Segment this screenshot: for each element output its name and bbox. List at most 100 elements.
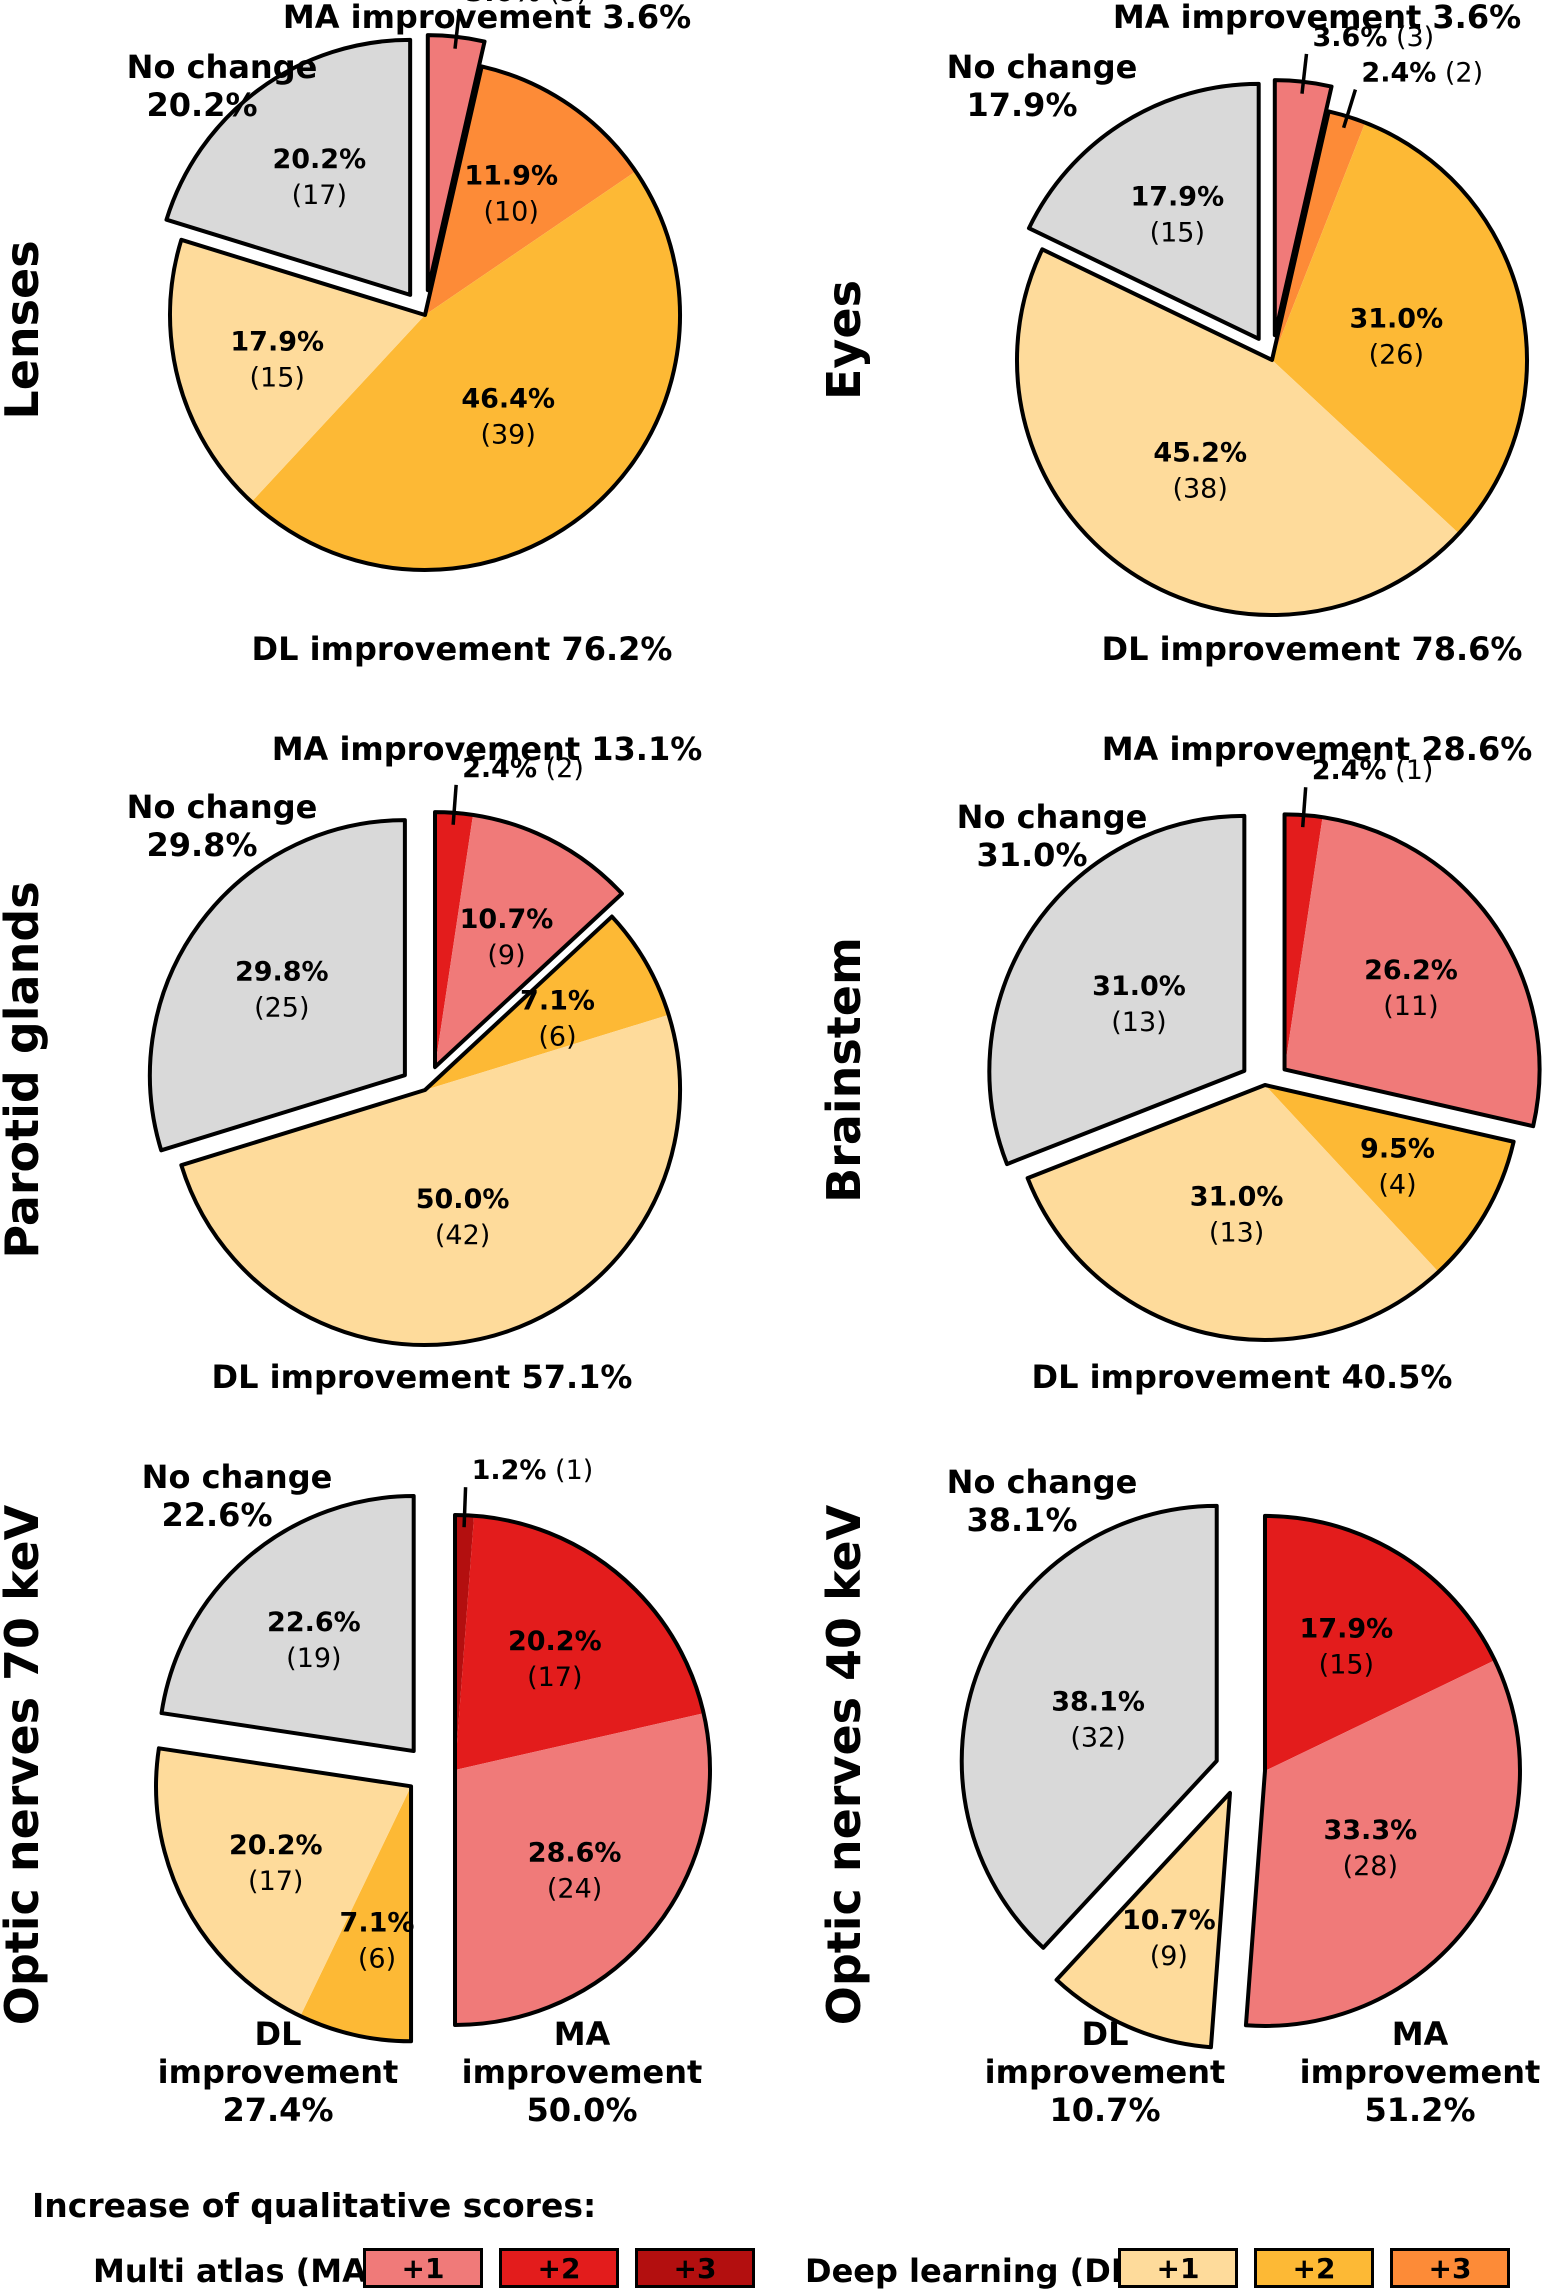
pie-slice xyxy=(166,39,411,295)
slice-pct-label: 7.1% xyxy=(520,986,595,1017)
dl-improvement-label: DL improvement 78.6% xyxy=(1102,630,1523,668)
legend-dl-plus3: +3 xyxy=(1390,2248,1510,2288)
slice-pct-label: 17.9% xyxy=(1130,181,1224,212)
pie-slice xyxy=(455,1515,475,1770)
pie-slice xyxy=(1284,817,1540,1127)
legend-title: Increase of qualitative scores: xyxy=(32,2186,597,2225)
pie-group-outline xyxy=(453,1513,712,2027)
pie-panel-5: 17.9% (15) 33.3% (28) 10.7% (9) 38.1% (32) Optic… xyxy=(817,1463,1540,2129)
pie-slice xyxy=(425,66,636,316)
pie-group-outline xyxy=(1054,1790,1232,2050)
dl-improvement-label: DL improvement 40.5% xyxy=(1032,1358,1453,1396)
ma-improvement-label: 50.0% xyxy=(526,2091,637,2129)
pie-slice xyxy=(1265,1085,1514,1272)
slice-pct-label: 31.0% xyxy=(1092,971,1186,1002)
slice-count-label: (9) xyxy=(1150,1941,1188,1972)
slice-pct-label: 20.2% xyxy=(229,1830,323,1861)
pie-group-outline xyxy=(959,1503,1219,1950)
no-change-label: No change xyxy=(142,1458,333,1496)
legend-ma-plus2: +2 xyxy=(499,2248,619,2288)
pie-group-outline xyxy=(154,1746,414,2044)
slice-pct-label: 10.7% xyxy=(1122,1905,1216,1936)
slice-pct-label: 50.0% xyxy=(416,1184,510,1215)
slice-outer-label: 2.4% (1) xyxy=(1312,755,1434,786)
slice-outer-label: 3.6% (3) xyxy=(465,0,587,8)
dl-improvement-label: 27.4% xyxy=(222,2091,333,2129)
slice-count-label: (6) xyxy=(358,1943,396,1974)
pie-slice xyxy=(181,1014,681,1345)
pie-slice xyxy=(156,1748,412,2017)
pie-group-outline xyxy=(147,818,407,1153)
no-change-label: No change xyxy=(127,788,318,826)
pie-group-outline xyxy=(159,1494,416,1754)
legend-ma-label: Multi atlas (MA) xyxy=(93,2252,382,2290)
pie-slice xyxy=(170,239,425,502)
legend-ma-plus1: +1 xyxy=(363,2248,483,2288)
row-label: Optic nerves 40 keV xyxy=(817,1504,871,2025)
slice-outer-label: 3.6% (3) xyxy=(1312,22,1434,53)
slice-count-label: (38) xyxy=(1172,473,1227,504)
dl-improvement-label: improvement xyxy=(158,2053,399,2091)
pie-panel-3: 2.4% (1) 26.2% (11) 9.5% (4) 31.0% (13) 31.0% (1… xyxy=(817,730,1542,1396)
no-change-value: 20.2% xyxy=(146,86,257,124)
leader-line xyxy=(453,8,462,49)
leader-line xyxy=(1300,787,1308,828)
pie-panel-4: 1.2% (1) 20.2% (17) 28.6% (24) 7.1% (6) 20.2% (1… xyxy=(0,1455,712,2129)
dl-improvement-label: DL improvement 76.2% xyxy=(252,630,673,668)
pie-slice xyxy=(1027,1085,1439,1340)
row-label: Brainstem xyxy=(817,937,871,1203)
pie-slice xyxy=(1016,249,1459,616)
ma-improvement-label: MA xyxy=(554,2015,611,2053)
slice-pct-label: 45.2% xyxy=(1153,437,1247,468)
slice-count-label: (17) xyxy=(527,1662,582,1693)
ma-improvement-label: improvement xyxy=(1300,2053,1541,2091)
slice-count-label: (24) xyxy=(547,1873,602,1904)
pie-slice xyxy=(455,1515,704,1770)
no-change-value: 38.1% xyxy=(966,1501,1077,1539)
slice-outer-label: 2.4% (2) xyxy=(462,753,584,784)
pie-slice xyxy=(425,916,669,1090)
slice-count-label: (32) xyxy=(1070,1722,1125,1753)
slice-count-label: (15) xyxy=(1319,1649,1374,1680)
no-change-value: 31.0% xyxy=(976,836,1087,874)
slice-pct-label: 29.8% xyxy=(235,956,329,987)
ma-improvement-label: 51.2% xyxy=(1364,2091,1475,2129)
pie-slice xyxy=(434,812,474,1068)
slice-pct-label: 7.1% xyxy=(340,1907,415,1938)
pie-group-outline xyxy=(179,914,682,1347)
no-change-value: 22.6% xyxy=(161,1496,272,1534)
slice-pct-label: 20.2% xyxy=(508,1626,602,1657)
slice-count-label: (19) xyxy=(286,1643,341,1674)
pie-slice xyxy=(1272,111,1366,361)
dl-improvement-label: DL xyxy=(1082,2015,1129,2053)
legend-dl-label: Deep learning (DL) xyxy=(805,2252,1146,2290)
pie-slice xyxy=(251,171,681,571)
leader-line xyxy=(462,1487,468,1528)
ma-improvement-label: MA improvement 3.6% xyxy=(1113,0,1521,36)
slice-pct-label: 9.5% xyxy=(1360,1134,1435,1165)
pie-group-outline xyxy=(1015,109,1529,617)
slice-count-label: (15) xyxy=(1150,217,1205,248)
pie-slice xyxy=(161,1496,414,1752)
pie-slice xyxy=(1264,1515,1495,1771)
slice-count-label: (10) xyxy=(483,197,538,228)
slice-count-label: (17) xyxy=(248,1866,303,1897)
slice-count-label: (13) xyxy=(1111,1007,1166,1038)
dl-improvement-label: improvement xyxy=(985,2053,1226,2091)
slice-pct-label: 26.2% xyxy=(1364,955,1458,986)
no-change-label: No change xyxy=(947,1463,1138,1501)
slice-pct-label: 28.6% xyxy=(528,1837,622,1868)
pie-slice xyxy=(1245,1660,1520,2026)
slice-count-label: (11) xyxy=(1383,991,1438,1022)
pie-group-outline xyxy=(1026,81,1261,341)
row-label: Optic nerves 70 keV xyxy=(0,1504,49,2025)
slice-count-label: (25) xyxy=(254,992,309,1023)
no-change-value: 17.9% xyxy=(966,86,1077,124)
pie-slice xyxy=(455,1713,710,2026)
slice-count-label: (13) xyxy=(1209,1217,1264,1248)
pie-group-outline xyxy=(1025,1083,1516,1342)
pie-slice xyxy=(961,1505,1217,1948)
leader-line xyxy=(1341,89,1358,129)
pie-slice xyxy=(434,814,622,1068)
slice-count-label: (39) xyxy=(480,420,535,451)
